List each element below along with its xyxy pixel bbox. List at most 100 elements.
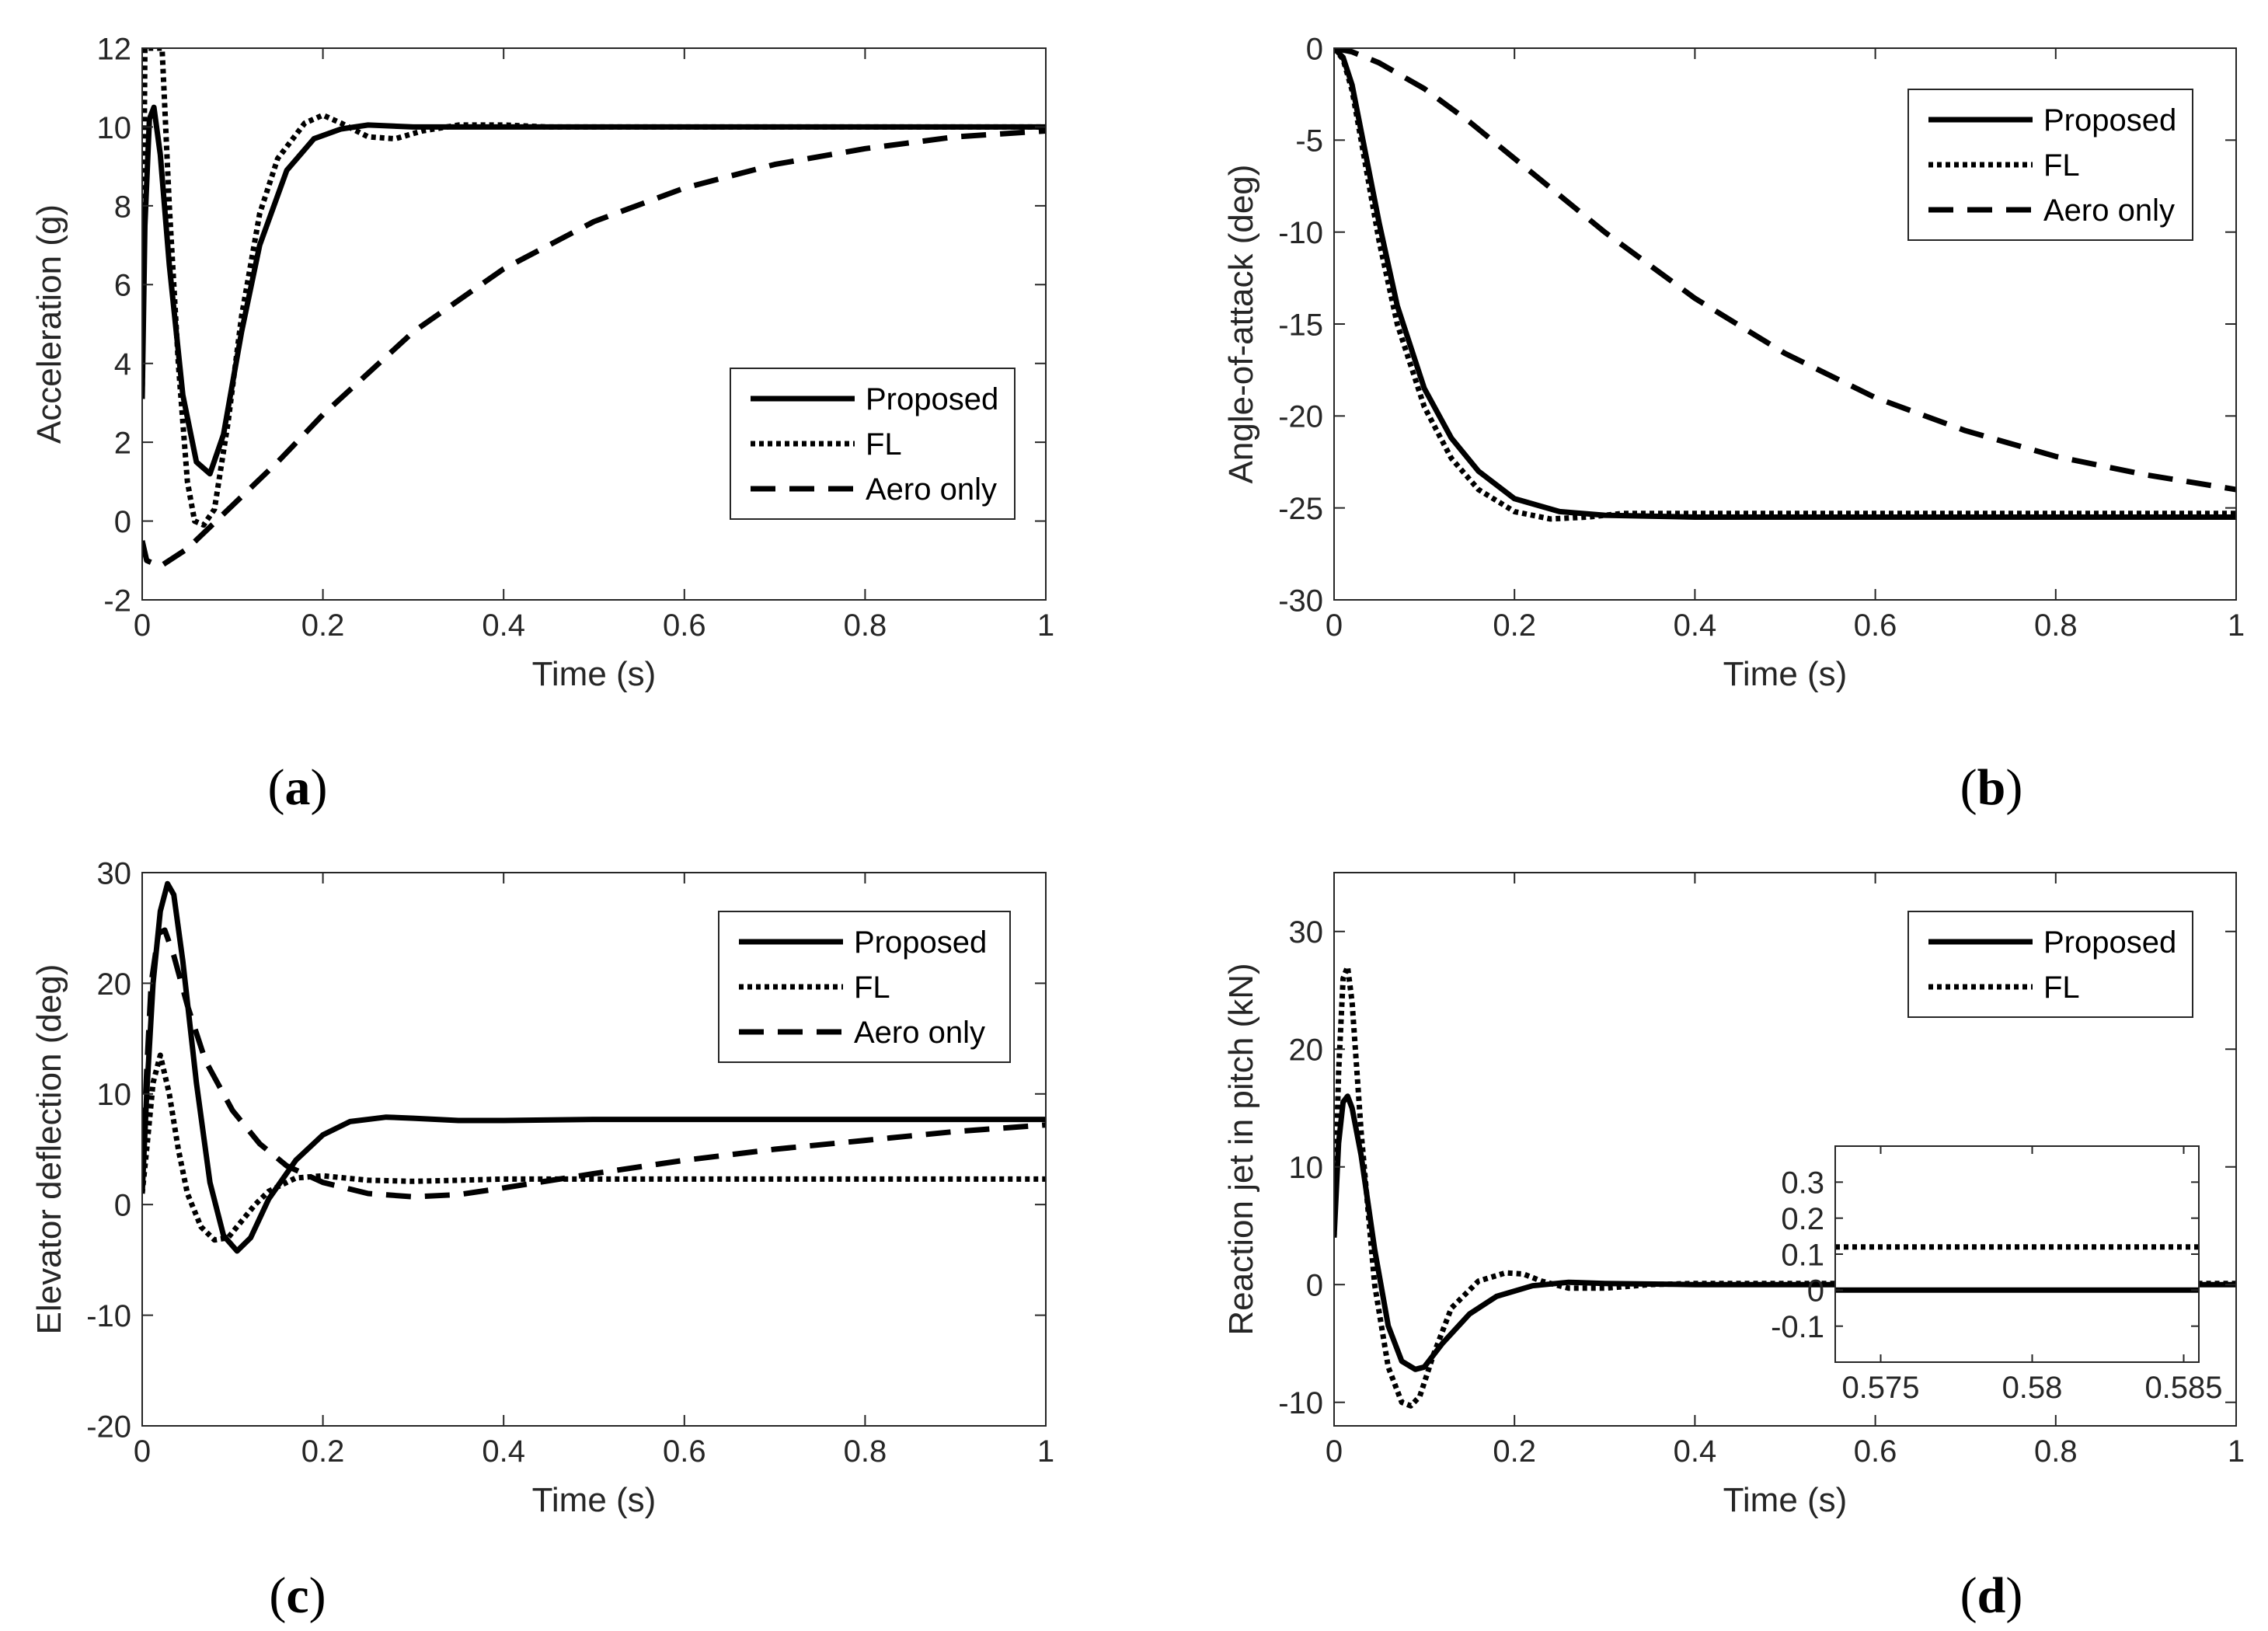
y-tick-label: 0 xyxy=(114,505,131,539)
series-group xyxy=(142,880,1046,1254)
x-tick-label: 0.6 xyxy=(1854,1434,1897,1469)
y-tick-label: 0 xyxy=(1306,1269,1323,1303)
legend-label: Proposed xyxy=(2043,925,2176,960)
y-tick-label: 30 xyxy=(97,856,132,890)
y-axis-label: Reaction jet in pitch (kN) xyxy=(1222,963,1260,1335)
y-tick-label: 2 xyxy=(114,427,131,461)
x-tick-label: 0.8 xyxy=(2034,608,2078,643)
x-tick-label: 0.585 xyxy=(2144,1371,2222,1405)
legend-label: Proposed xyxy=(2043,103,2176,138)
y-axis-label: Elevator deflection (deg) xyxy=(30,964,68,1335)
legend-label: FL xyxy=(854,971,890,1005)
series-group xyxy=(1334,964,2236,1409)
x-axis-label: Time (s) xyxy=(532,655,657,693)
x-tick-label: 1 xyxy=(1037,1434,1054,1469)
series-line-fl xyxy=(142,48,1046,528)
legend: Proposed FL xyxy=(1907,911,2193,1018)
x-tick-label: 0.8 xyxy=(844,608,887,643)
y-tick-label: -10 xyxy=(86,1299,131,1333)
y-tick-label: 10 xyxy=(97,111,132,145)
y-tick-label: -15 xyxy=(1278,308,1323,342)
y-tick-label: 0 xyxy=(1807,1274,1824,1309)
y-tick-label: 10 xyxy=(97,1078,132,1112)
x-tick-label: 1 xyxy=(2228,608,2245,643)
x-tick-label: 0.4 xyxy=(1674,608,1717,643)
panel-a-caption: (a) xyxy=(268,759,328,816)
y-tick-label: 8 xyxy=(114,190,131,224)
y-axis-label: Angle-of-attack (deg) xyxy=(1222,165,1260,484)
panel-d-caption: (d) xyxy=(1960,1567,2023,1624)
y-tick-label: 10 xyxy=(1289,1151,1324,1185)
legend-label: Aero only xyxy=(866,472,997,507)
legend: Proposed FL Aero only xyxy=(1907,89,2193,241)
legend: Proposed FL Aero only xyxy=(718,911,1011,1063)
legend: Proposed FL Aero only xyxy=(730,368,1016,520)
panel-c-caption: (c) xyxy=(269,1567,326,1624)
series-line-fl xyxy=(1334,48,2236,522)
legend-label: Aero only xyxy=(854,1016,985,1050)
axes-frame xyxy=(1333,872,2237,1427)
x-tick-label: 1 xyxy=(1037,608,1054,643)
series-line-fl xyxy=(142,1052,1046,1243)
series-line-proposed xyxy=(142,880,1046,1254)
x-tick-label: 0.2 xyxy=(301,1434,345,1469)
y-tick-label: 4 xyxy=(114,347,131,382)
axes-frame xyxy=(141,47,1047,601)
legend-label: Proposed xyxy=(854,925,987,960)
legend-label: FL xyxy=(866,427,902,462)
series-line-aero-only xyxy=(142,927,1046,1200)
y-tick-label: -2 xyxy=(103,584,131,618)
series-line-proposed xyxy=(142,104,1046,477)
series-line-proposed xyxy=(1334,1093,2236,1372)
y-tick-label: 0.1 xyxy=(1781,1238,1824,1272)
x-tick-label: 0.4 xyxy=(1674,1434,1717,1469)
x-tick-label: 0.8 xyxy=(844,1434,887,1469)
x-tick-label: 0.58 xyxy=(2002,1371,2063,1405)
x-tick-label: 0 xyxy=(134,608,151,643)
y-tick-label: 6 xyxy=(114,269,131,303)
axes-frame xyxy=(141,872,1047,1427)
y-tick-label: -0.1 xyxy=(1771,1310,1824,1344)
legend-label: Aero only xyxy=(2043,193,2175,228)
x-tick-label: 0.8 xyxy=(2034,1434,2078,1469)
series-line-aero-only xyxy=(142,128,1046,570)
x-tick-label: 0.2 xyxy=(301,608,345,643)
x-tick-label: 0.2 xyxy=(1493,608,1536,643)
y-tick-label: -10 xyxy=(1278,216,1323,250)
x-axis-label: Time (s) xyxy=(1723,1481,1848,1519)
legend-label: FL xyxy=(2043,971,2080,1005)
panel-b-caption: (b) xyxy=(1960,759,2023,816)
inset-plot: 0.575 0.58 0.585 -0.100.10.20.3 xyxy=(1771,1145,2223,1405)
x-tick-label: 0.6 xyxy=(663,1434,706,1469)
y-tick-label: -5 xyxy=(1295,124,1323,159)
x-tick-label: 0.6 xyxy=(1854,608,1897,643)
y-tick-label: -10 xyxy=(1278,1386,1323,1420)
y-tick-label: 20 xyxy=(1289,1033,1324,1068)
y-tick-label: -20 xyxy=(86,1410,131,1444)
y-tick-label: 0.2 xyxy=(1781,1202,1824,1236)
x-tick-label: 0.4 xyxy=(482,1434,525,1469)
y-tick-label: 20 xyxy=(97,967,132,1002)
x-axis-label: Time (s) xyxy=(532,1481,657,1519)
x-tick-label: 0 xyxy=(1326,608,1343,643)
x-tick-label: 1 xyxy=(2228,1434,2245,1469)
series-line-fl xyxy=(1334,964,2236,1409)
y-tick-label: 12 xyxy=(97,32,132,66)
plot-angle-of-attack: 0 0.2 0.4 0.6 0.8 1 -30 -25 -20 -15 -10 -5 0 Time (s)… xyxy=(1222,32,2245,693)
x-tick-label: 0.6 xyxy=(663,608,706,643)
panel-c: 0 0.2 0.4 0.6 0.8 1 -20 -10 0 10 20 30 Time (s) Eleva… xyxy=(30,856,1054,1624)
y-tick-label: 30 xyxy=(1289,915,1324,950)
plot-elevator-deflection: 0 0.2 0.4 0.6 0.8 1 -20 -10 0 10 20 30 Time (s) Eleva… xyxy=(30,856,1054,1519)
x-tick-label: 0 xyxy=(1326,1434,1343,1469)
y-tick-label: 0.3 xyxy=(1781,1166,1824,1201)
series-line-proposed xyxy=(1334,48,2236,520)
x-tick-label: 0 xyxy=(134,1434,151,1469)
legend-label: FL xyxy=(2043,148,2080,183)
y-tick-label: -25 xyxy=(1278,492,1323,526)
y-tick-label: 0 xyxy=(114,1189,131,1223)
y-tick-label: -20 xyxy=(1278,400,1323,434)
legend-label: Proposed xyxy=(866,382,998,416)
x-tick-label: 0.2 xyxy=(1493,1434,1536,1469)
